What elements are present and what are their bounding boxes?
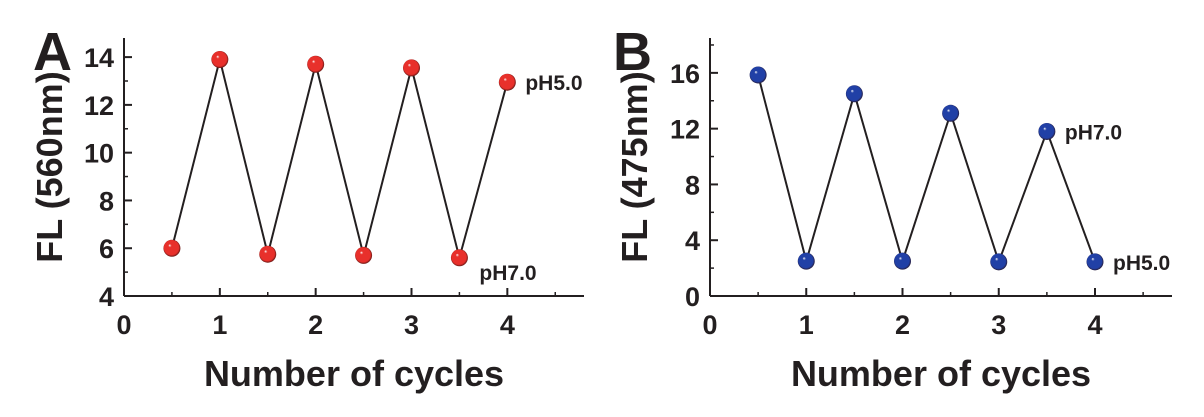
x-tick-label: 0 [116, 310, 131, 340]
data-point [259, 245, 277, 263]
y-tick-label: 14 [84, 43, 114, 73]
data-point [894, 252, 911, 270]
data-point [749, 66, 767, 84]
x-tick-label: 4 [500, 310, 515, 340]
panel-label: A [33, 22, 72, 82]
y-tick-label: 8 [99, 186, 114, 216]
data-point [498, 73, 516, 91]
x-tick-label: 4 [1087, 310, 1102, 340]
data-point [450, 249, 468, 267]
x-tick-label: 1 [799, 310, 814, 340]
y-tick-label: 4 [99, 282, 114, 312]
y-tick-label: 0 [685, 282, 700, 312]
annotation-label: pH7.0 [479, 262, 536, 285]
data-point [845, 85, 863, 103]
annotation-label: pH5.0 [1113, 252, 1170, 275]
data-point [942, 104, 960, 122]
data-point [403, 59, 420, 77]
data-point [163, 239, 181, 257]
data-point [990, 253, 1008, 271]
x-tick-label: 1 [212, 310, 227, 340]
y-tick-label: 16 [670, 59, 700, 89]
x-axis-title: Number of cycles [204, 353, 504, 394]
data-point [1038, 122, 1056, 140]
y-tick-label: 12 [84, 91, 114, 121]
y-tick-label: 12 [670, 115, 700, 145]
x-tick-label: 3 [991, 310, 1006, 340]
y-tick-label: 6 [99, 234, 114, 264]
panel-label: B [613, 22, 652, 82]
annotation-label: pH5.0 [525, 72, 582, 95]
data-point [211, 51, 229, 68]
y-axis-title: FL (475nm) [614, 71, 655, 262]
x-tick-label: 3 [404, 310, 419, 340]
annotation-label: pH7.0 [1065, 121, 1122, 144]
series-line [757, 74, 1096, 265]
data-point [1086, 253, 1104, 271]
y-tick-label: 10 [84, 139, 114, 169]
x-tick-label: 2 [308, 310, 323, 340]
y-tick-label: 8 [685, 170, 700, 200]
x-tick-label: 0 [702, 310, 717, 340]
data-point [355, 246, 373, 264]
series-line [170, 59, 509, 262]
x-tick-label: 2 [895, 310, 910, 340]
data-point [307, 55, 325, 73]
data-point [797, 252, 815, 270]
y-axis-title: FL (560nm) [29, 71, 70, 262]
y-tick-label: 4 [685, 226, 700, 256]
x-axis-title: Number of cycles [791, 353, 1091, 394]
